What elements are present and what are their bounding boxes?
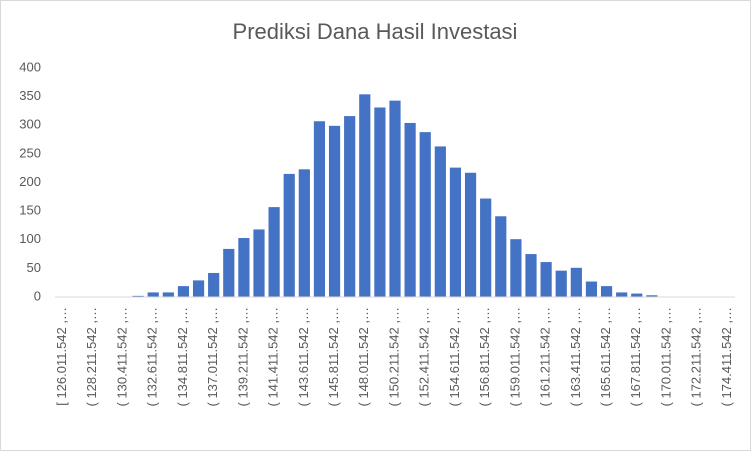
bar [283,173,295,297]
y-tick-label: 250 [19,145,41,160]
bar [464,172,477,297]
x-tick-label: ( 132.611.542 ,… [145,307,160,407]
bar [389,100,401,297]
x-tick-label: ( 137.011.542 ,… [205,307,220,407]
bar [646,295,658,297]
bar [268,207,280,297]
x-tick-label: ( 165.611.542 ,… [598,307,613,407]
x-tick-label: ( 134.811.542 ,… [175,307,190,407]
x-tick-label: ( 143.611.542 ,… [296,307,311,407]
y-tick-label: 100 [19,231,41,246]
y-tick-label: 50 [27,260,41,275]
x-tick-label: ( 139.211.542 ,… [235,307,250,407]
bar [313,121,326,298]
bar [359,94,371,298]
x-tick-label: ( 141.411.542 ,… [266,307,281,407]
bar [540,262,552,297]
x-tick-label: ( 174.411.542 ,… [719,307,734,407]
bar [525,254,537,297]
bar [298,169,310,297]
x-tick-label: ( 148.011.542 ,… [356,307,371,407]
bar [177,286,190,297]
bar [147,292,159,297]
bar [434,146,446,297]
chart-title: Prediksi Dana Hasil Investasi [233,19,518,44]
bar [495,216,507,297]
bar [328,125,341,297]
x-tick-label: ( 130.411.542 ,… [114,307,129,407]
x-tick-label: ( 170.011.542 ,… [658,307,673,407]
x-tick-label: ( 145.811.542 ,… [326,307,341,407]
bar [192,280,205,297]
bar [449,167,462,297]
x-tick-label: ( 167.811.542 ,… [628,307,643,407]
x-tick-label: ( 154.611.542 ,… [447,307,462,407]
x-tick-label: ( 163.411.542 ,… [568,307,583,407]
bar [480,198,492,297]
x-tick-label: ( 172.211.542 ,… [689,307,704,407]
bar [404,122,416,298]
bar [585,281,598,297]
bar [238,238,250,297]
y-tick-label: 150 [19,203,41,218]
x-tick-label: ( 159.011.542 ,… [507,307,522,407]
x-tick-label: ( 156.811.542 ,… [477,307,492,407]
bar [374,107,386,297]
bar [616,292,628,297]
y-tick-label: 400 [19,59,41,74]
y-tick-label: 0 [34,288,41,303]
bar [555,270,567,297]
bar [253,229,265,297]
y-tick-label: 350 [19,88,41,103]
bar [631,293,643,297]
bar [570,267,582,297]
y-tick-label: 300 [19,117,41,132]
x-tick-label: [ 126.011.542 ,… [54,307,69,406]
x-tick-label: ( 152.411.542 ,… [417,307,432,407]
x-tick-label: ( 128.211.542 ,… [84,307,99,407]
bar [162,292,174,297]
x-tick-label: ( 161.211.542 ,… [538,307,553,407]
y-tick-label: 200 [19,174,41,189]
bar [510,239,522,297]
bar [344,116,356,297]
x-tick-label: ( 150.211.542 ,… [386,307,401,407]
bar [419,132,431,297]
bar [132,295,144,297]
bar [600,286,613,297]
bar [223,248,235,297]
bar [208,272,220,297]
